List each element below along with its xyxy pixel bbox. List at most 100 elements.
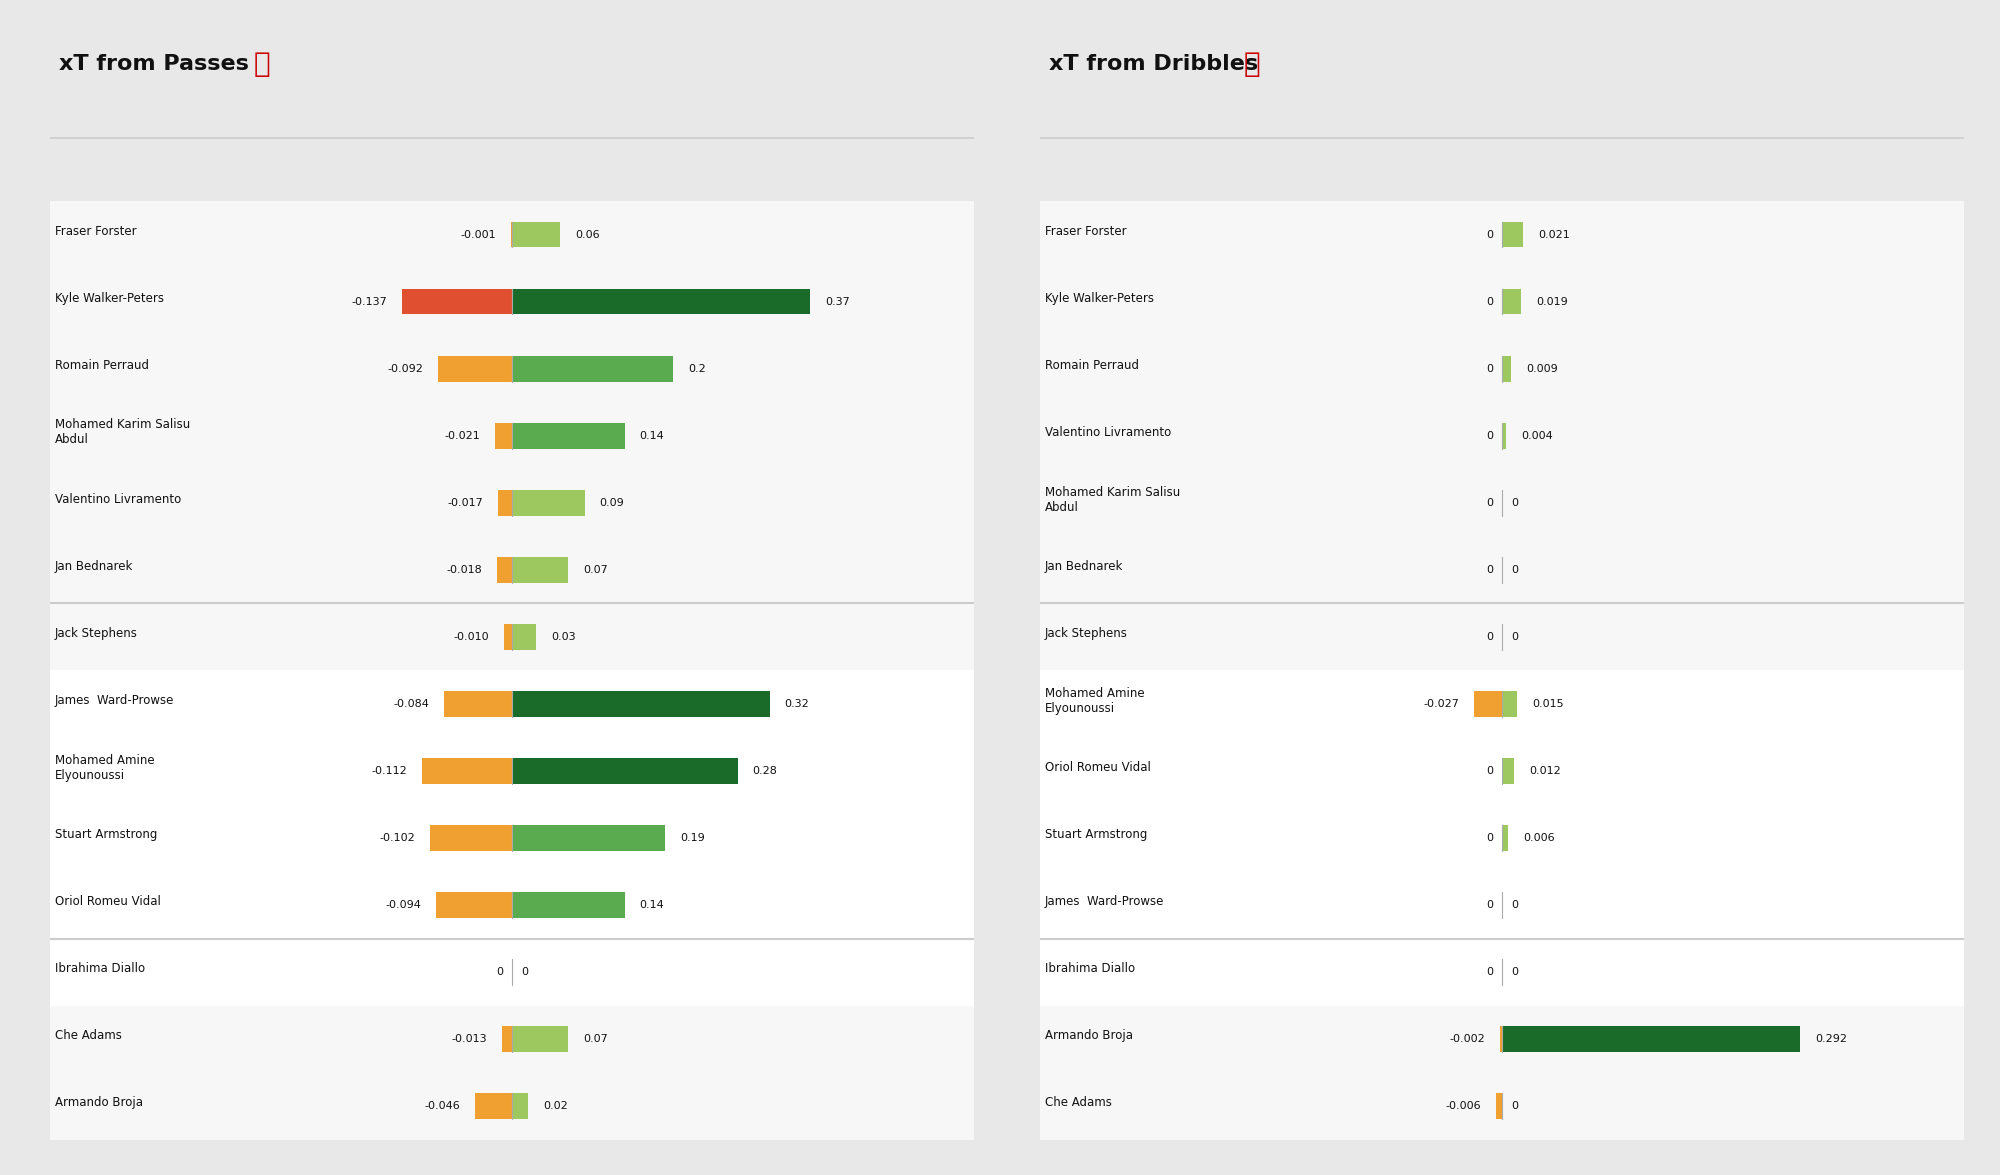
Text: Mohamed Karim Salisu
Abdul: Mohamed Karim Salisu Abdul	[54, 418, 190, 446]
Bar	[512, 1027, 568, 1052]
Text: -0.084: -0.084	[394, 699, 430, 709]
Text: James  Ward-Prowse: James Ward-Prowse	[54, 694, 174, 707]
Text: 0: 0	[1486, 833, 1494, 844]
Text: Romain Perraud: Romain Perraud	[54, 358, 148, 372]
Bar	[512, 423, 624, 449]
Bar	[1040, 1006, 1964, 1140]
Bar	[1502, 825, 1508, 851]
Text: 0.03: 0.03	[552, 632, 576, 642]
Text: James  Ward-Prowse: James Ward-Prowse	[1044, 895, 1164, 908]
Text: -0.001: -0.001	[460, 229, 496, 240]
Text: 0.28: 0.28	[752, 766, 778, 776]
Text: -0.002: -0.002	[1450, 1034, 1486, 1045]
Text: Fraser Forster: Fraser Forster	[1044, 224, 1126, 237]
Bar	[1502, 356, 1512, 382]
Bar	[512, 557, 568, 583]
Bar	[502, 1027, 512, 1052]
Bar	[504, 624, 512, 650]
Bar	[496, 423, 512, 449]
Bar	[1040, 671, 1964, 1006]
Bar	[512, 624, 536, 650]
Text: Kyle Walker-Peters: Kyle Walker-Peters	[1044, 291, 1154, 304]
Text: 🛡: 🛡	[254, 51, 270, 79]
Bar	[444, 691, 512, 717]
Text: 0.09: 0.09	[600, 498, 624, 508]
Text: -0.010: -0.010	[454, 632, 490, 642]
Text: 0: 0	[1486, 565, 1494, 575]
Text: Armando Broja: Armando Broja	[54, 1096, 142, 1109]
Text: Mohamed Karim Salisu
Abdul: Mohamed Karim Salisu Abdul	[1044, 485, 1180, 513]
Bar	[512, 222, 560, 248]
Text: 0: 0	[1486, 498, 1494, 508]
Bar	[402, 289, 512, 315]
Text: 0: 0	[1510, 498, 1518, 508]
Text: 0: 0	[1510, 900, 1518, 911]
Text: Kyle Walker-Peters: Kyle Walker-Peters	[54, 291, 164, 304]
Text: 0.009: 0.009	[1526, 364, 1558, 374]
Bar	[512, 892, 624, 918]
Text: xT from Dribbles: xT from Dribbles	[1050, 54, 1258, 74]
Text: Fraser Forster: Fraser Forster	[54, 224, 136, 237]
Text: Armando Broja: Armando Broja	[1044, 1029, 1132, 1042]
Text: 0: 0	[1486, 900, 1494, 911]
Text: 0: 0	[1486, 431, 1494, 441]
Text: 0: 0	[1510, 565, 1518, 575]
Text: -0.137: -0.137	[350, 297, 386, 307]
Text: -0.092: -0.092	[388, 364, 422, 374]
Text: 0: 0	[520, 967, 528, 978]
Text: 0.07: 0.07	[584, 1034, 608, 1045]
Text: Ibrahima Diallo: Ibrahima Diallo	[54, 962, 144, 975]
Bar	[474, 1094, 512, 1119]
Text: -0.017: -0.017	[448, 498, 484, 508]
Text: 🛡: 🛡	[1244, 51, 1260, 79]
Bar	[512, 356, 674, 382]
Bar	[1502, 423, 1506, 449]
Text: 0.021: 0.021	[1538, 229, 1570, 240]
Text: 0.006: 0.006	[1524, 833, 1554, 844]
Text: -0.102: -0.102	[380, 833, 414, 844]
Text: 0: 0	[1510, 632, 1518, 642]
Text: Oriol Romeu Vidal: Oriol Romeu Vidal	[54, 895, 160, 908]
Text: 0.14: 0.14	[640, 900, 664, 911]
Bar	[1496, 1094, 1502, 1119]
Text: Romain Perraud: Romain Perraud	[1044, 358, 1138, 372]
Text: 0.14: 0.14	[640, 431, 664, 441]
Text: Mohamed Amine
Elyounoussi: Mohamed Amine Elyounoussi	[54, 753, 154, 781]
Text: Jan Bednarek: Jan Bednarek	[1044, 560, 1122, 573]
Text: Jack Stephens: Jack Stephens	[1044, 627, 1128, 640]
Bar	[50, 201, 974, 671]
Bar	[512, 1094, 528, 1119]
Text: Che Adams: Che Adams	[54, 1029, 122, 1042]
Bar	[1502, 758, 1514, 784]
Bar	[1040, 201, 1964, 671]
Bar	[436, 892, 512, 918]
Text: 0.07: 0.07	[584, 565, 608, 575]
Text: 0: 0	[1486, 229, 1494, 240]
Text: Stuart Armstrong: Stuart Armstrong	[54, 828, 156, 841]
Text: 0: 0	[1486, 297, 1494, 307]
Text: 0: 0	[1510, 967, 1518, 978]
Bar	[512, 825, 666, 851]
Bar	[512, 758, 738, 784]
Text: Oriol Romeu Vidal: Oriol Romeu Vidal	[1044, 761, 1150, 774]
Text: 0: 0	[1486, 364, 1494, 374]
Text: -0.046: -0.046	[424, 1101, 460, 1112]
Text: -0.021: -0.021	[444, 431, 480, 441]
Text: 0.19: 0.19	[680, 833, 704, 844]
Text: Valentino Livramento: Valentino Livramento	[1044, 427, 1170, 439]
Bar	[512, 289, 810, 315]
Text: -0.018: -0.018	[446, 565, 482, 575]
Bar	[1474, 691, 1502, 717]
Text: 0.2: 0.2	[688, 364, 706, 374]
Text: 0.02: 0.02	[544, 1101, 568, 1112]
Bar	[430, 825, 512, 851]
Text: Stuart Armstrong: Stuart Armstrong	[1044, 828, 1146, 841]
Text: 0: 0	[1486, 967, 1494, 978]
Text: Che Adams: Che Adams	[1044, 1096, 1112, 1109]
Bar	[1500, 1027, 1502, 1052]
Text: 0: 0	[1486, 766, 1494, 776]
Bar	[512, 490, 584, 516]
Text: Jan Bednarek: Jan Bednarek	[54, 560, 132, 573]
Text: -0.013: -0.013	[450, 1034, 486, 1045]
Bar	[498, 557, 512, 583]
